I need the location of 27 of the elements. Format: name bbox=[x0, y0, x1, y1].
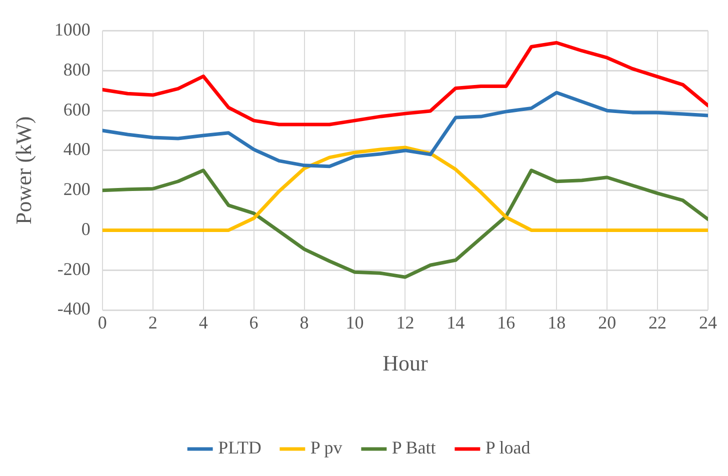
x-tick-label: 18 bbox=[548, 312, 566, 333]
x-tick-label: 6 bbox=[249, 312, 258, 333]
legend-label: P Batt bbox=[392, 438, 436, 458]
x-tick-label: 10 bbox=[346, 312, 364, 333]
y-tick-label: -200 bbox=[57, 258, 90, 279]
legend-label: P pv bbox=[310, 438, 342, 458]
x-tick-label: 14 bbox=[446, 312, 465, 333]
y-axis-title: Power (kW) bbox=[10, 116, 36, 224]
x-tick-label: 20 bbox=[598, 312, 616, 333]
x-tick-label: 24 bbox=[699, 312, 717, 333]
y-tick-label: 0 bbox=[81, 218, 90, 239]
y-tick-label: 600 bbox=[63, 99, 90, 120]
x-tick-label: 22 bbox=[648, 312, 667, 333]
legend-label: PLTD bbox=[218, 438, 262, 458]
y-tick-label: 1000 bbox=[54, 20, 90, 40]
x-tick-label: 16 bbox=[497, 312, 516, 333]
x-tick-label: 0 bbox=[98, 312, 107, 333]
x-tick-label: 8 bbox=[300, 312, 309, 333]
y-tick-label: -400 bbox=[57, 298, 90, 319]
y-tick-label: 400 bbox=[63, 139, 90, 160]
x-axis-title: Hour bbox=[382, 350, 428, 376]
x-tick-label: 2 bbox=[148, 312, 158, 333]
x-tick-label: 4 bbox=[198, 312, 208, 333]
x-tick-label: 12 bbox=[396, 312, 414, 333]
y-tick-label: 800 bbox=[63, 59, 90, 80]
legend-label: P load bbox=[485, 438, 530, 458]
y-tick-label: 200 bbox=[63, 179, 90, 200]
